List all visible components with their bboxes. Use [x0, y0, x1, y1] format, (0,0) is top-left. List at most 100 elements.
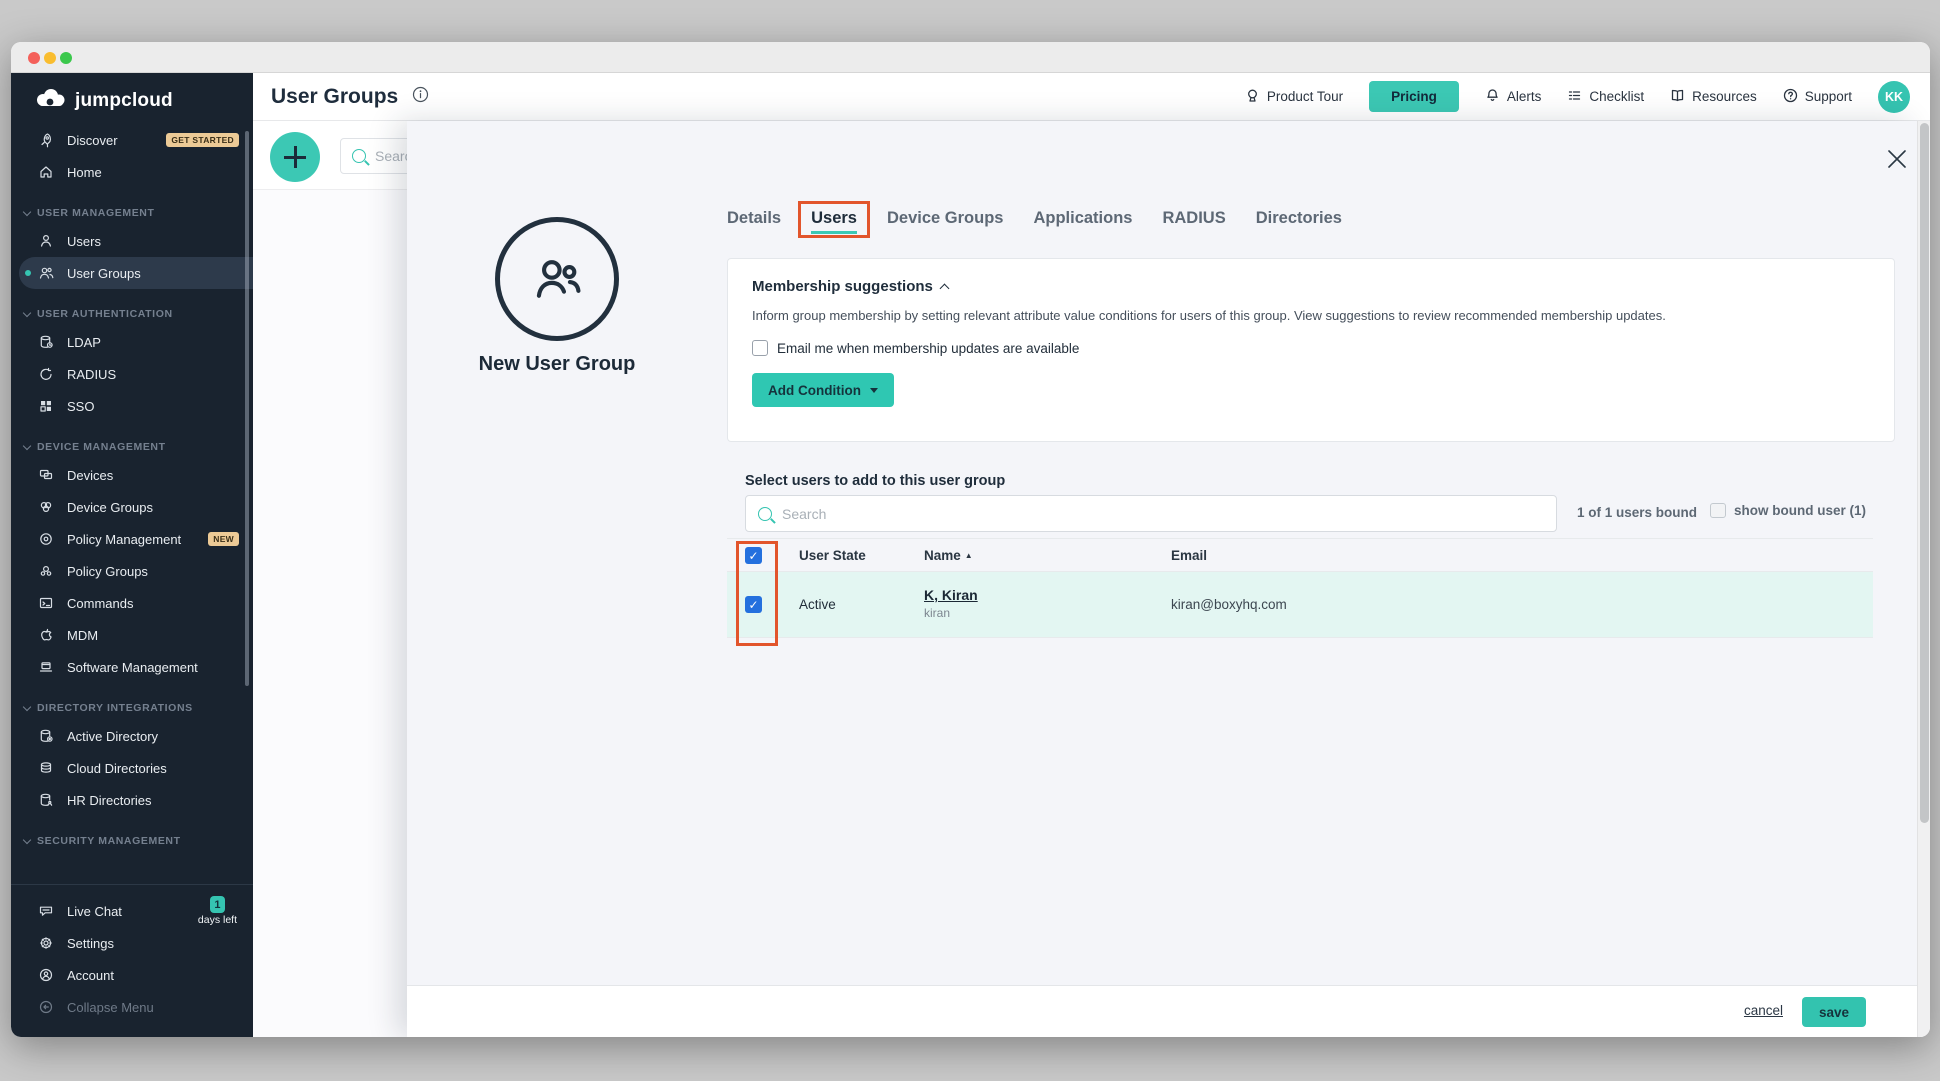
tab-applications[interactable]: Applications — [1033, 209, 1133, 227]
sidebar-item-label: Live Chat — [67, 903, 122, 919]
sidebar-section-user-management[interactable]: USER MANAGEMENT — [11, 201, 253, 225]
info-icon[interactable] — [412, 86, 429, 108]
user-search-input[interactable] — [782, 505, 1482, 522]
new-badge: NEW — [208, 532, 239, 546]
support-button[interactable]: Support — [1783, 88, 1852, 106]
user-name-link[interactable]: K, Kiran — [924, 587, 978, 603]
membership-suggestions-toggle[interactable]: Membership suggestions — [752, 278, 1870, 295]
sidebar-item-discover[interactable]: Discover GET STARTED — [11, 124, 253, 156]
section-title: DEVICE MANAGEMENT — [37, 441, 166, 453]
users-tab-annotation-box: Users — [798, 201, 870, 238]
sidebar-section-user-authentication[interactable]: USER AUTHENTICATION — [11, 302, 253, 326]
tab-device-groups[interactable]: Device Groups — [886, 209, 1004, 227]
sidebar-item-radius[interactable]: RADIUS — [11, 358, 253, 390]
device-groups-icon — [38, 499, 54, 515]
sidebar-item-live-chat[interactable]: Live Chat 1 days left — [11, 895, 253, 927]
alerts-button[interactable]: Alerts — [1485, 88, 1541, 106]
sidebar-item-ldap[interactable]: LDAP — [11, 326, 253, 358]
panel-footer: cancel save — [407, 985, 1917, 1037]
add-condition-button[interactable]: Add Condition — [752, 373, 894, 407]
tab-users[interactable]: Users — [811, 209, 857, 234]
sidebar-item-collapse-menu[interactable]: Collapse Menu — [11, 991, 253, 1023]
caret-down-icon — [869, 387, 878, 393]
column-header-name[interactable]: Name ▲ — [924, 548, 973, 563]
sidebar-item-users[interactable]: Users — [11, 225, 253, 257]
cancel-button[interactable]: cancel — [1743, 1003, 1783, 1018]
tab-radius[interactable]: RADIUS — [1162, 209, 1226, 227]
window-scrollbar[interactable] — [1917, 121, 1930, 1037]
show-bound-row: show bound user (1) — [1710, 503, 1866, 518]
sidebar-item-software-management[interactable]: Software Management — [11, 651, 253, 683]
header-actions: Product Tour Pricing Alerts Checklist Re… — [1245, 80, 1910, 113]
window-scrollbar-thumb[interactable] — [1920, 123, 1929, 823]
sidebar-item-commands[interactable]: Commands — [11, 587, 253, 619]
sidebar-item-account[interactable]: Account — [11, 959, 253, 991]
sidebar-section-directory-integrations[interactable]: DIRECTORY INTEGRATIONS — [11, 696, 253, 720]
user-avatar[interactable]: KK — [1878, 80, 1910, 113]
resources-button[interactable]: Resources — [1670, 88, 1757, 106]
save-button[interactable]: save — [1802, 997, 1866, 1027]
sidebar-item-cloud-directories[interactable]: Cloud Directories — [11, 752, 253, 784]
product-tour-label: Product Tour — [1266, 89, 1344, 104]
sso-grid-icon — [38, 398, 54, 414]
chevron-up-icon — [939, 283, 950, 294]
users-table: ✓ User State Name ▲ Email ✓ Active K, Kir… — [727, 538, 1873, 638]
trial-days-label: days left — [197, 914, 237, 926]
sidebar-item-policy-groups[interactable]: Policy Groups — [11, 555, 253, 587]
sidebar-item-mdm[interactable]: MDM — [11, 619, 253, 651]
show-bound-label: show bound user (1) — [1734, 503, 1867, 518]
sidebar-item-hr-directories[interactable]: HR Directories — [11, 784, 253, 816]
sidebar-scrollbar-thumb[interactable] — [245, 131, 249, 686]
sidebar-item-label: Users — [67, 233, 101, 249]
minimize-window-button[interactable] — [44, 52, 56, 64]
hr-directories-icon — [38, 792, 54, 808]
radius-icon — [38, 366, 54, 382]
pricing-button[interactable]: Pricing — [1369, 81, 1459, 112]
close-icon[interactable] — [1885, 147, 1909, 171]
users-table-header: ✓ User State Name ▲ Email — [727, 538, 1873, 572]
panel-tabs: Details Users Device Groups Applications… — [727, 201, 1342, 238]
sidebar-item-home[interactable]: Home — [11, 156, 253, 188]
sidebar-item-devices[interactable]: Devices — [11, 459, 253, 491]
sidebar-item-settings[interactable]: Settings — [11, 927, 253, 959]
tab-directories[interactable]: Directories — [1255, 209, 1342, 227]
sidebar-item-user-groups[interactable]: User Groups — [19, 257, 253, 289]
user-group-icon — [38, 265, 54, 281]
table-row[interactable]: ✓ Active K, Kiran kiran kiran@boxyhq.com — [727, 572, 1873, 638]
checklist-button[interactable]: Checklist — [1567, 88, 1644, 106]
sidebar-section-security-management[interactable]: SECURITY MANAGEMENT — [11, 829, 253, 853]
user-search-box — [745, 495, 1557, 532]
show-bound-checkbox[interactable] — [1710, 503, 1726, 518]
question-circle-icon — [1783, 88, 1798, 106]
email-updates-checkbox[interactable] — [752, 340, 768, 356]
search-icon — [758, 506, 772, 521]
select-users-label: Select users to add to this user group — [745, 473, 1006, 489]
column-header-email[interactable]: Email — [1171, 548, 1208, 563]
row-checkbox[interactable]: ✓ — [745, 596, 762, 613]
sidebar-item-label: Cloud Directories — [67, 760, 167, 776]
tab-details[interactable]: Details — [727, 209, 782, 227]
section-title: USER MANAGEMENT — [37, 207, 155, 219]
sidebar-section-device-management[interactable]: DEVICE MANAGEMENT — [11, 435, 253, 459]
policy-groups-icon — [38, 563, 54, 579]
add-user-group-button[interactable] — [270, 132, 320, 182]
support-label: Support — [1804, 89, 1852, 104]
close-window-button[interactable] — [28, 52, 40, 64]
membership-suggestions-description: Inform group membership by setting relev… — [752, 308, 1666, 323]
maximize-window-button[interactable] — [60, 52, 72, 64]
policy-management-icon — [38, 531, 54, 547]
group-title: New User Group — [478, 353, 636, 375]
sidebar-item-sso[interactable]: SSO — [11, 390, 253, 422]
sidebar-item-device-groups[interactable]: Device Groups — [11, 491, 253, 523]
section-title: SECURITY MANAGEMENT — [37, 835, 181, 847]
column-header-user-state[interactable]: User State — [799, 548, 866, 563]
sidebar-item-policy-management[interactable]: Policy Management NEW — [11, 523, 253, 555]
resources-label: Resources — [1692, 89, 1757, 104]
sidebar-item-label: Policy Management — [67, 531, 182, 547]
chevron-down-icon — [22, 308, 32, 317]
chevron-down-icon — [22, 207, 32, 216]
sidebar-item-active-directory[interactable]: Active Directory — [11, 720, 253, 752]
product-tour-button[interactable]: Product Tour — [1245, 88, 1343, 106]
new-user-group-panel: New User Group Details Users Device Grou… — [407, 121, 1917, 1037]
select-all-checkbox[interactable]: ✓ — [745, 547, 762, 564]
